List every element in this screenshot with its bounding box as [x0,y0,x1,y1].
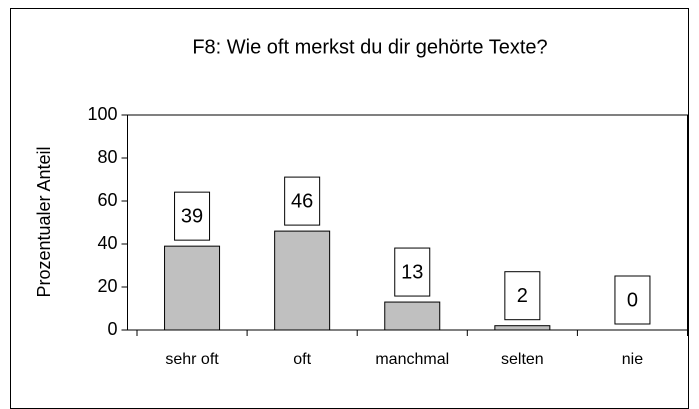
x-tick-label: manchmal [375,351,449,368]
bar [494,325,551,331]
y-tick-label: 0 [107,319,117,339]
chart-title: F8: Wie oft merkst du dir gehörte Texte? [192,36,547,58]
y-tick-label: 100 [87,104,117,124]
value-label: 46 [291,190,313,212]
x-tick-label: sehr oft [165,351,219,368]
bar [274,230,331,331]
plot-frame [127,114,688,330]
value-label: 39 [181,205,203,227]
chart-frame [10,8,689,409]
y-axis-label: Prozentualer Anteil [34,146,54,297]
value-label-box [394,247,431,297]
value-label-box [174,191,211,241]
bar [384,301,441,331]
value-label-box [284,176,321,226]
y-tick-label: 20 [97,276,117,296]
value-label: 0 [627,289,638,311]
y-tick-label: 40 [97,233,117,253]
y-tick-label: 80 [97,147,117,167]
x-tick-label: selten [501,351,544,368]
bar [164,245,221,331]
value-label: 2 [517,285,528,307]
x-tick-label: oft [293,351,311,368]
value-label-box [504,271,541,321]
value-label: 13 [401,261,423,283]
x-tick-label: nie [622,351,643,368]
y-tick-label: 60 [97,190,117,210]
value-label-box [614,275,651,325]
